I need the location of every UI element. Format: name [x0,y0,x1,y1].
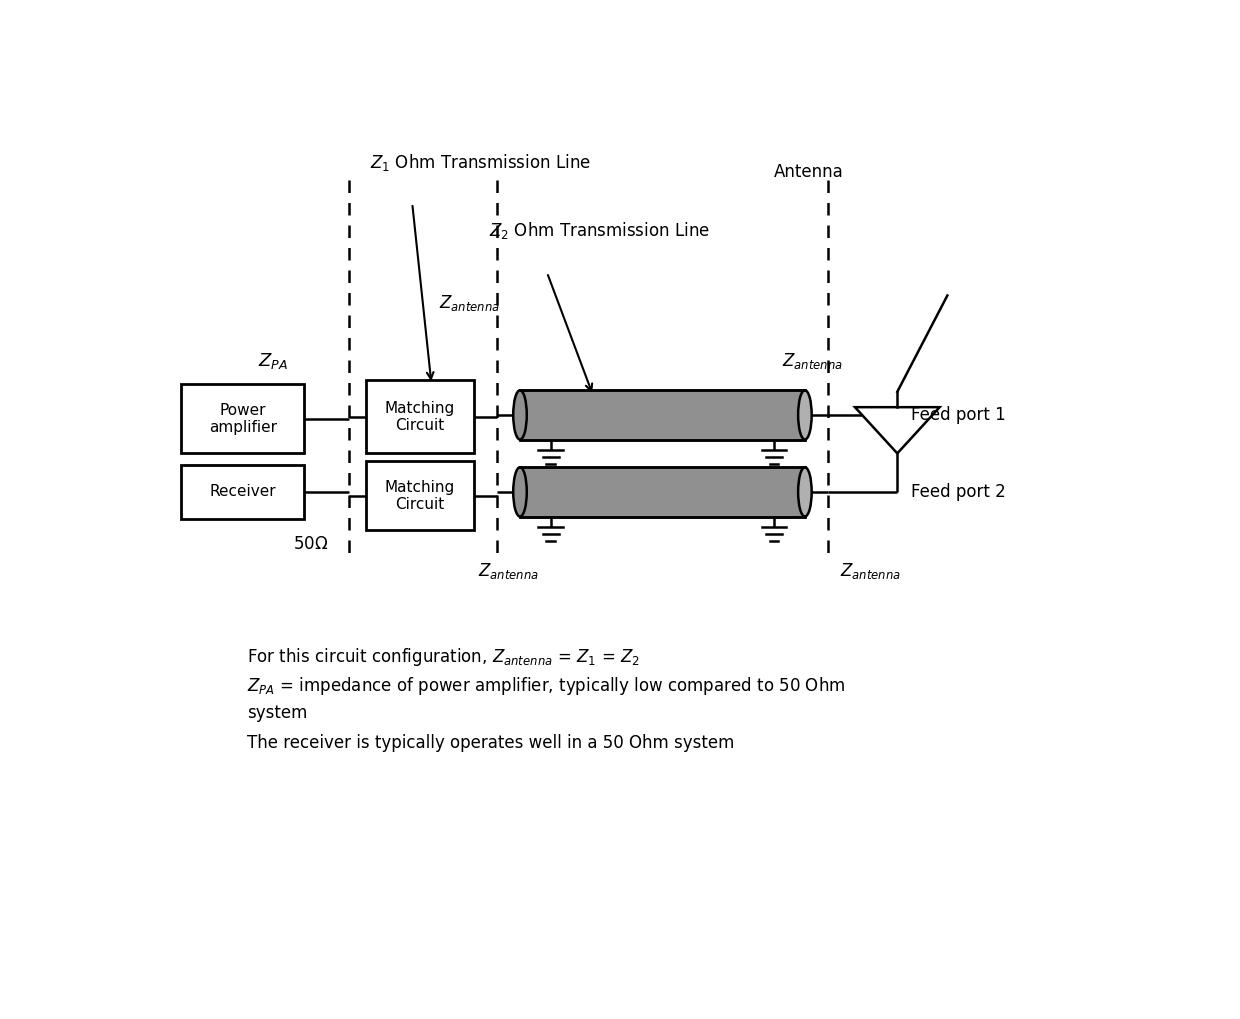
Text: 50$\Omega$: 50$\Omega$ [293,535,329,553]
Text: $Z_{antenna}$: $Z_{antenna}$ [439,293,500,313]
Ellipse shape [799,390,812,439]
Text: The receiver is typically operates well in a 50 Ohm system: The receiver is typically operates well … [247,734,734,752]
Text: $Z_{antenna}$: $Z_{antenna}$ [839,561,900,581]
Bar [366,380,474,453]
Text: $Z_2$ Ohm Transmission Line: $Z_2$ Ohm Transmission Line [490,219,711,240]
Text: Power
amplifier: Power amplifier [208,403,277,435]
Text: $Z_{PA}$: $Z_{PA}$ [258,351,288,371]
Bar [181,384,304,453]
Text: $Z_{PA}$ = impedance of power amplifier, typically low compared to 50 Ohm: $Z_{PA}$ = impedance of power amplifier,… [247,676,846,697]
Text: Matching
Circuit: Matching Circuit [384,400,455,433]
Text: system: system [247,704,308,722]
Bar [366,461,474,530]
Ellipse shape [513,468,527,517]
Polygon shape [854,408,940,453]
Text: For this circuit configuration, $Z_{antenna}$ = $Z_1$ = $Z_2$: For this circuit configuration, $Z_{ante… [247,646,640,667]
Text: $Z_{antenna}$: $Z_{antenna}$ [781,351,843,371]
Text: $Z_1$ Ohm Transmission Line: $Z_1$ Ohm Transmission Line [370,152,590,173]
Ellipse shape [513,390,527,439]
Text: Feed port 1: Feed port 1 [911,406,1006,424]
Text: Feed port 2: Feed port 2 [911,483,1006,501]
Ellipse shape [799,468,812,517]
Text: Receiver: Receiver [210,484,277,499]
Text: Matching
Circuit: Matching Circuit [384,480,455,512]
Text: $Z_{antenna}$: $Z_{antenna}$ [477,561,538,581]
Bar [520,468,805,517]
Bar [181,465,304,519]
Bar [520,390,805,439]
Text: Antenna: Antenna [774,163,844,181]
